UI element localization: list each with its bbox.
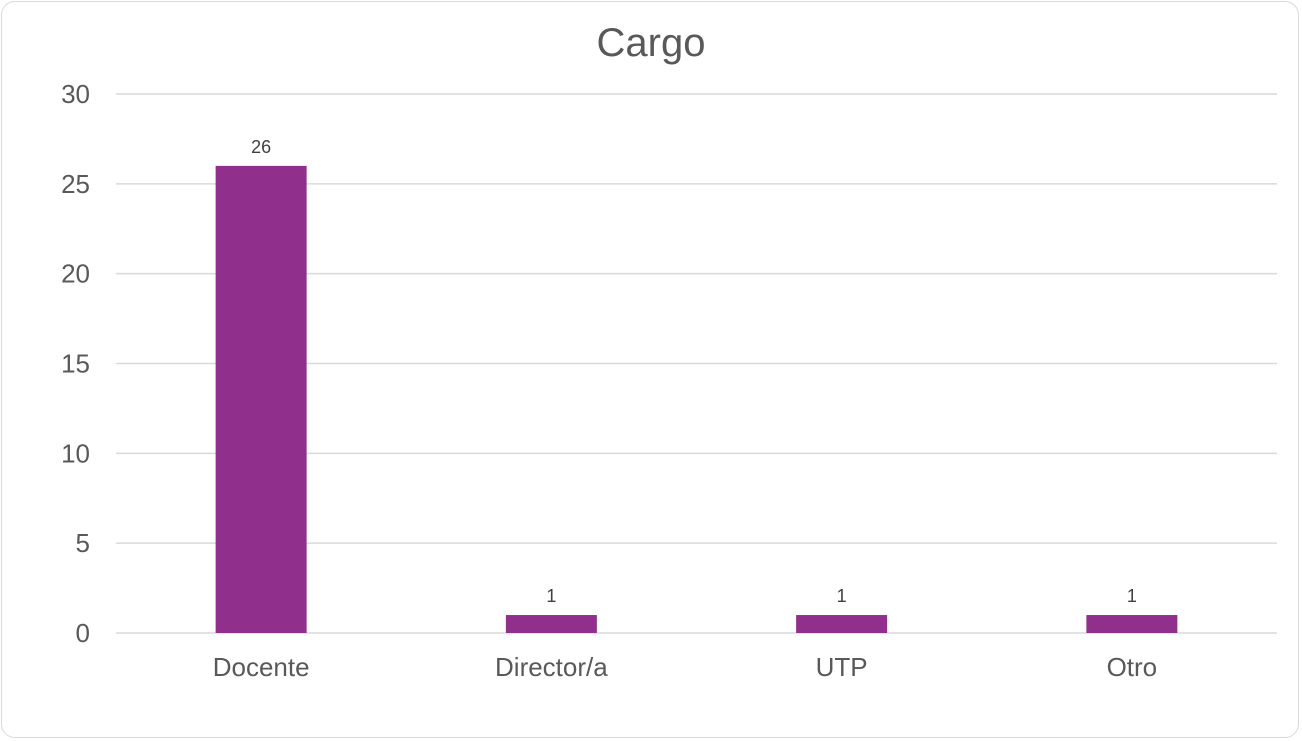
data-label: 1: [837, 586, 847, 606]
y-tick-label: 25: [61, 169, 90, 199]
bar-director-a: [505, 615, 597, 633]
data-label: 26: [251, 137, 271, 157]
y-tick-label: 5: [76, 528, 90, 558]
x-axis-ticks: Docente Director/a UTP Otro: [213, 652, 1157, 682]
bars: [215, 165, 1178, 633]
x-tick-label: Otro: [1107, 652, 1158, 682]
bar-utp: [796, 615, 888, 633]
x-tick-label: Docente: [213, 652, 310, 682]
bar-docente: [215, 165, 307, 633]
x-tick-label: UTP: [816, 652, 868, 682]
y-tick-label: 20: [61, 259, 90, 289]
x-tick-label: Director/a: [495, 652, 608, 682]
chart-title: Cargo: [597, 21, 706, 65]
bar-otro: [1086, 615, 1178, 633]
y-tick-label: 15: [61, 349, 90, 379]
y-tick-label: 0: [76, 618, 90, 648]
data-label: 1: [546, 586, 556, 606]
gridlines: [116, 93, 1277, 634]
data-label: 1: [1127, 586, 1137, 606]
data-labels: 26 1 1 1: [251, 137, 1137, 606]
y-axis-ticks: 0 5 10 15 20 25 30: [61, 79, 90, 648]
y-tick-label: 10: [61, 438, 90, 468]
y-tick-label: 30: [61, 79, 90, 109]
